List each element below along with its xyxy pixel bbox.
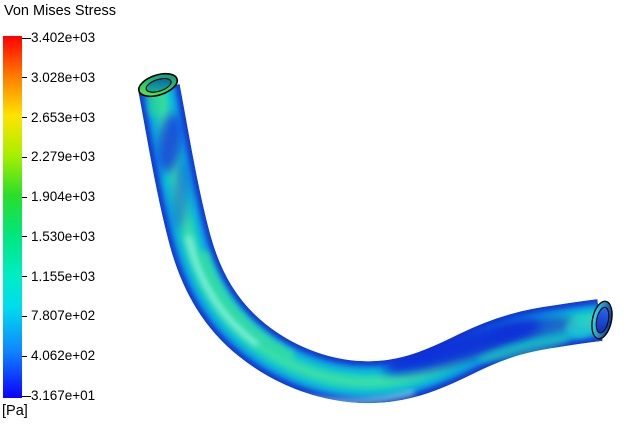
colorbar-tick	[22, 196, 27, 198]
pipe-right-bore	[595, 306, 610, 334]
colorbar-tick-label: 4.062e+02	[31, 348, 96, 364]
low-stress-patch-right-small	[491, 315, 575, 341]
colorbar-tick	[22, 156, 27, 158]
colorbar-tick-label: 3.167e+01	[31, 388, 96, 404]
legend-unit: [Pa]	[2, 403, 28, 419]
pipe-end-cap-right	[591, 300, 613, 340]
teal-band-lower-right	[477, 336, 571, 362]
low-stress-patch-upper-left	[157, 113, 183, 173]
colorbar-tick-label: 2.653e+03	[31, 109, 96, 125]
colorbar-tick-label: 3.402e+03	[31, 30, 96, 45]
colorbar-tick	[22, 395, 31, 397]
colorbar-tick-label: 7.807e+02	[31, 308, 96, 324]
pipe-tube-body	[138, 83, 603, 404]
pipe-left-bore	[145, 77, 172, 93]
legend-title: Von Mises Stress	[4, 3, 117, 19]
colorbar-tick	[22, 355, 27, 357]
colorbar-tick-label: 2.279e+03	[31, 149, 96, 165]
colorbar-tick-label: 1.530e+03	[31, 228, 96, 244]
bend-specular-highlight	[184, 235, 261, 347]
colorbar-tick-label: 3.028e+03	[31, 69, 96, 85]
colorbar-tick-label: 1.904e+03	[31, 189, 96, 205]
pipe-end-cap-left	[137, 72, 179, 98]
colorbar-tick	[22, 117, 27, 119]
cyan-patch-near-right-end	[566, 315, 596, 339]
colorbar-tick	[22, 37, 31, 39]
colorbar-tick	[22, 315, 27, 317]
colorbar-gradient	[3, 36, 22, 398]
bend-green-stress-band	[198, 250, 296, 362]
colorbar-tick	[22, 236, 27, 238]
green-patch-below-rim	[147, 91, 165, 117]
low-stress-patch-left-edge	[172, 160, 190, 230]
bottom-light-edge	[299, 389, 415, 404]
colorbar-tick	[22, 276, 27, 278]
colorbar-tick	[22, 77, 27, 79]
colorbar-tick-label: 1.155e+03	[31, 268, 96, 284]
